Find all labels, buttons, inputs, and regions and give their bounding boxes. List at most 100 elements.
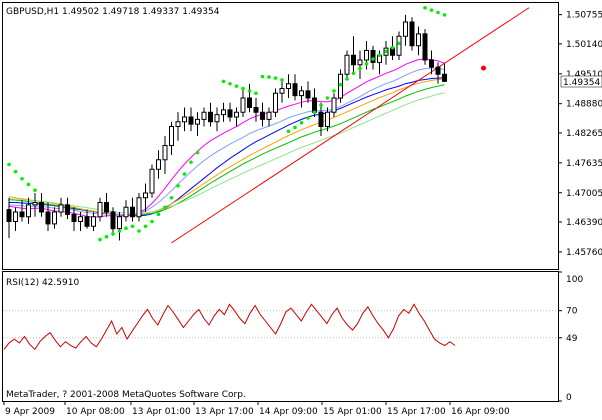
sar-dot bbox=[20, 176, 24, 181]
sar-dot bbox=[384, 49, 388, 54]
candle-body bbox=[403, 21, 408, 37]
candle-body bbox=[370, 50, 376, 63]
rsi-tick-label: 49 bbox=[566, 334, 578, 344]
moving-average-3 bbox=[8, 78, 445, 216]
candle-body bbox=[91, 216, 96, 227]
sar-dot bbox=[169, 195, 174, 200]
candle-body bbox=[143, 192, 148, 199]
moving-average-5 bbox=[8, 92, 445, 214]
candle-body bbox=[71, 213, 77, 222]
sar-dot bbox=[104, 234, 109, 239]
sar-dot bbox=[332, 89, 336, 93]
price-tick-label: 1.47635 bbox=[566, 159, 602, 169]
candle-body bbox=[364, 50, 369, 61]
candle-body bbox=[325, 111, 330, 127]
sar-dot bbox=[351, 71, 356, 76]
candle-body bbox=[357, 59, 363, 66]
price-tick-label: 1.48265 bbox=[566, 129, 602, 139]
sar-dot bbox=[299, 120, 304, 125]
candle-body bbox=[312, 97, 317, 113]
candle-body bbox=[104, 202, 109, 213]
candle-body bbox=[78, 216, 83, 222]
candle-body bbox=[149, 168, 155, 194]
candle-body bbox=[299, 90, 304, 97]
candle-body bbox=[305, 90, 311, 99]
candle-body bbox=[442, 73, 447, 82]
candle-body bbox=[331, 97, 337, 113]
rsi-level-lines bbox=[3, 310, 558, 339]
candle-body bbox=[39, 202, 44, 213]
sar-dot bbox=[364, 62, 369, 66]
price-tick-label: 1.50140 bbox=[566, 40, 602, 50]
candle-body bbox=[292, 83, 298, 97]
candle-body bbox=[26, 204, 31, 218]
candle-body bbox=[279, 88, 285, 94]
candle-body bbox=[175, 121, 181, 127]
rsi-axis: 100 70 49 0 bbox=[558, 271, 583, 403]
sar-dot bbox=[234, 84, 239, 88]
candle-body bbox=[32, 202, 38, 206]
candle-body bbox=[221, 109, 226, 116]
candle-body bbox=[19, 211, 25, 218]
candle-body bbox=[117, 216, 122, 230]
sar-dot bbox=[163, 205, 167, 210]
sar-dot bbox=[13, 169, 18, 174]
candle-body bbox=[182, 116, 187, 123]
sar-dot bbox=[345, 77, 349, 81]
sar-dot bbox=[228, 81, 232, 86]
sar-dot bbox=[189, 160, 193, 164]
sar-dot bbox=[221, 79, 226, 84]
time-tick-label: 13 Apr 01:00 bbox=[132, 407, 191, 417]
rsi-tick-label: 0 bbox=[566, 393, 572, 403]
candle-body bbox=[188, 116, 194, 125]
sar-dot bbox=[33, 188, 37, 192]
rsi-line bbox=[3, 303, 456, 351]
candle-body bbox=[273, 92, 278, 113]
price-marker bbox=[481, 65, 486, 71]
candle-body bbox=[266, 111, 272, 120]
main-chart-frame bbox=[2, 2, 559, 270]
candle-body bbox=[344, 54, 350, 75]
sar-dot bbox=[377, 53, 382, 58]
price-tick-label: 1.45760 bbox=[566, 248, 602, 258]
time-tick-label: 16 Apr 09:00 bbox=[451, 407, 510, 417]
sar-dot bbox=[423, 5, 427, 10]
rsi-title: RSI(12) 42.5910 bbox=[6, 278, 79, 288]
sar-dot bbox=[150, 219, 154, 224]
moving-average-4 bbox=[8, 67, 445, 216]
candle-body bbox=[227, 109, 233, 118]
sar-dot bbox=[130, 224, 135, 229]
sar-dot bbox=[260, 74, 265, 79]
candle-body bbox=[214, 114, 220, 123]
sar-dot bbox=[137, 229, 141, 233]
candle-body bbox=[240, 97, 246, 113]
moving-average-1 bbox=[8, 58, 445, 218]
sar-dot bbox=[358, 66, 362, 71]
time-tick-label: 15 Apr 01:00 bbox=[323, 407, 382, 417]
sar-dot bbox=[429, 8, 434, 12]
candle-body bbox=[416, 33, 421, 47]
price-tick-label: 1.48880 bbox=[566, 100, 602, 110]
sar-dot bbox=[247, 89, 252, 93]
candle-body bbox=[136, 197, 142, 218]
sar-dot bbox=[182, 172, 187, 176]
sar-dot bbox=[325, 96, 330, 100]
candle-body bbox=[58, 204, 64, 213]
candle-body bbox=[429, 59, 434, 68]
candle-body bbox=[45, 211, 51, 225]
sar-dot bbox=[98, 237, 102, 242]
parabolic-sar bbox=[7, 5, 447, 242]
candle-body bbox=[162, 145, 168, 161]
candle-body bbox=[260, 111, 265, 120]
time-tick-label: 13 Apr 17:00 bbox=[195, 407, 254, 417]
sar-dot bbox=[390, 45, 395, 50]
sar-dot bbox=[26, 182, 31, 187]
rsi-tick-label: 100 bbox=[566, 275, 583, 285]
candle-body bbox=[234, 111, 239, 118]
candle-body bbox=[286, 83, 291, 89]
candle-body bbox=[169, 126, 174, 146]
sar-dot bbox=[442, 13, 447, 17]
time-tick-label: 15 Apr 17:00 bbox=[387, 407, 446, 417]
sar-dot bbox=[124, 226, 128, 230]
